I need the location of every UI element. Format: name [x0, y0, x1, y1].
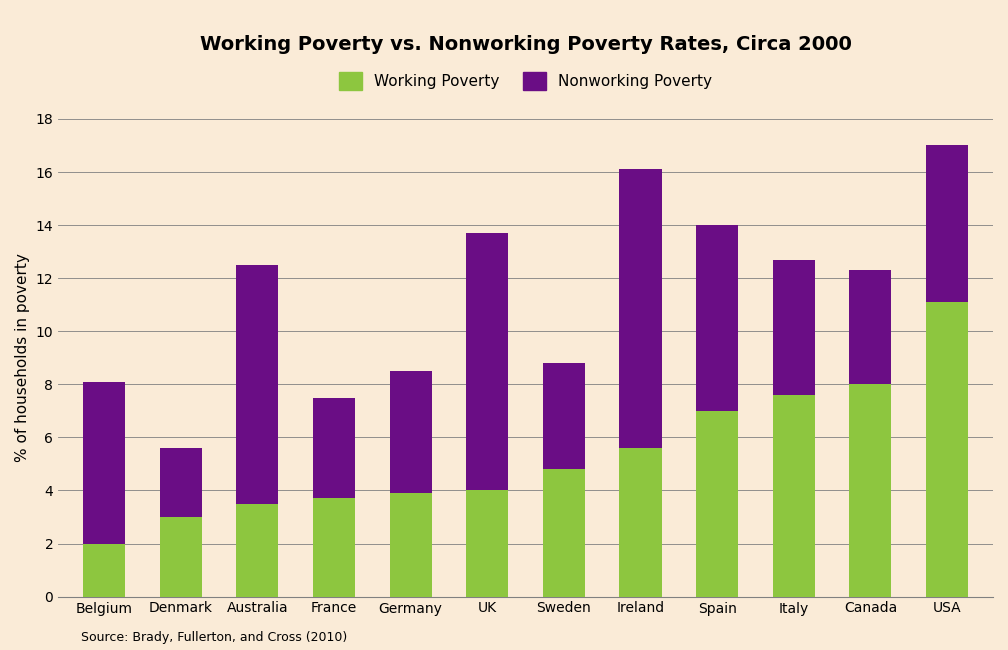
Bar — [466, 233, 508, 491]
Bar — [620, 448, 661, 597]
Text: Source: Brady, Fullerton, and Cross (2010): Source: Brady, Fullerton, and Cross (201… — [81, 630, 347, 644]
Bar — [389, 493, 431, 597]
Bar — [543, 363, 585, 469]
Bar — [159, 517, 202, 597]
Bar — [312, 398, 355, 499]
Bar — [83, 382, 125, 543]
Bar — [312, 499, 355, 597]
Bar — [850, 270, 891, 384]
Bar — [389, 371, 431, 493]
Bar — [926, 146, 968, 302]
Bar — [236, 265, 278, 504]
Bar — [850, 384, 891, 597]
Bar — [697, 225, 738, 411]
Y-axis label: % of households in poverty: % of households in poverty — [15, 254, 30, 462]
Bar — [773, 395, 814, 597]
Legend: Working Poverty, Nonworking Poverty: Working Poverty, Nonworking Poverty — [332, 64, 720, 98]
Title: Working Poverty vs. Nonworking Poverty Rates, Circa 2000: Working Poverty vs. Nonworking Poverty R… — [200, 34, 852, 53]
Bar — [466, 491, 508, 597]
Bar — [773, 259, 814, 395]
Bar — [236, 504, 278, 597]
Bar — [926, 302, 968, 597]
Bar — [620, 170, 661, 448]
Bar — [543, 469, 585, 597]
Bar — [697, 411, 738, 597]
Bar — [83, 543, 125, 597]
Bar — [159, 448, 202, 517]
